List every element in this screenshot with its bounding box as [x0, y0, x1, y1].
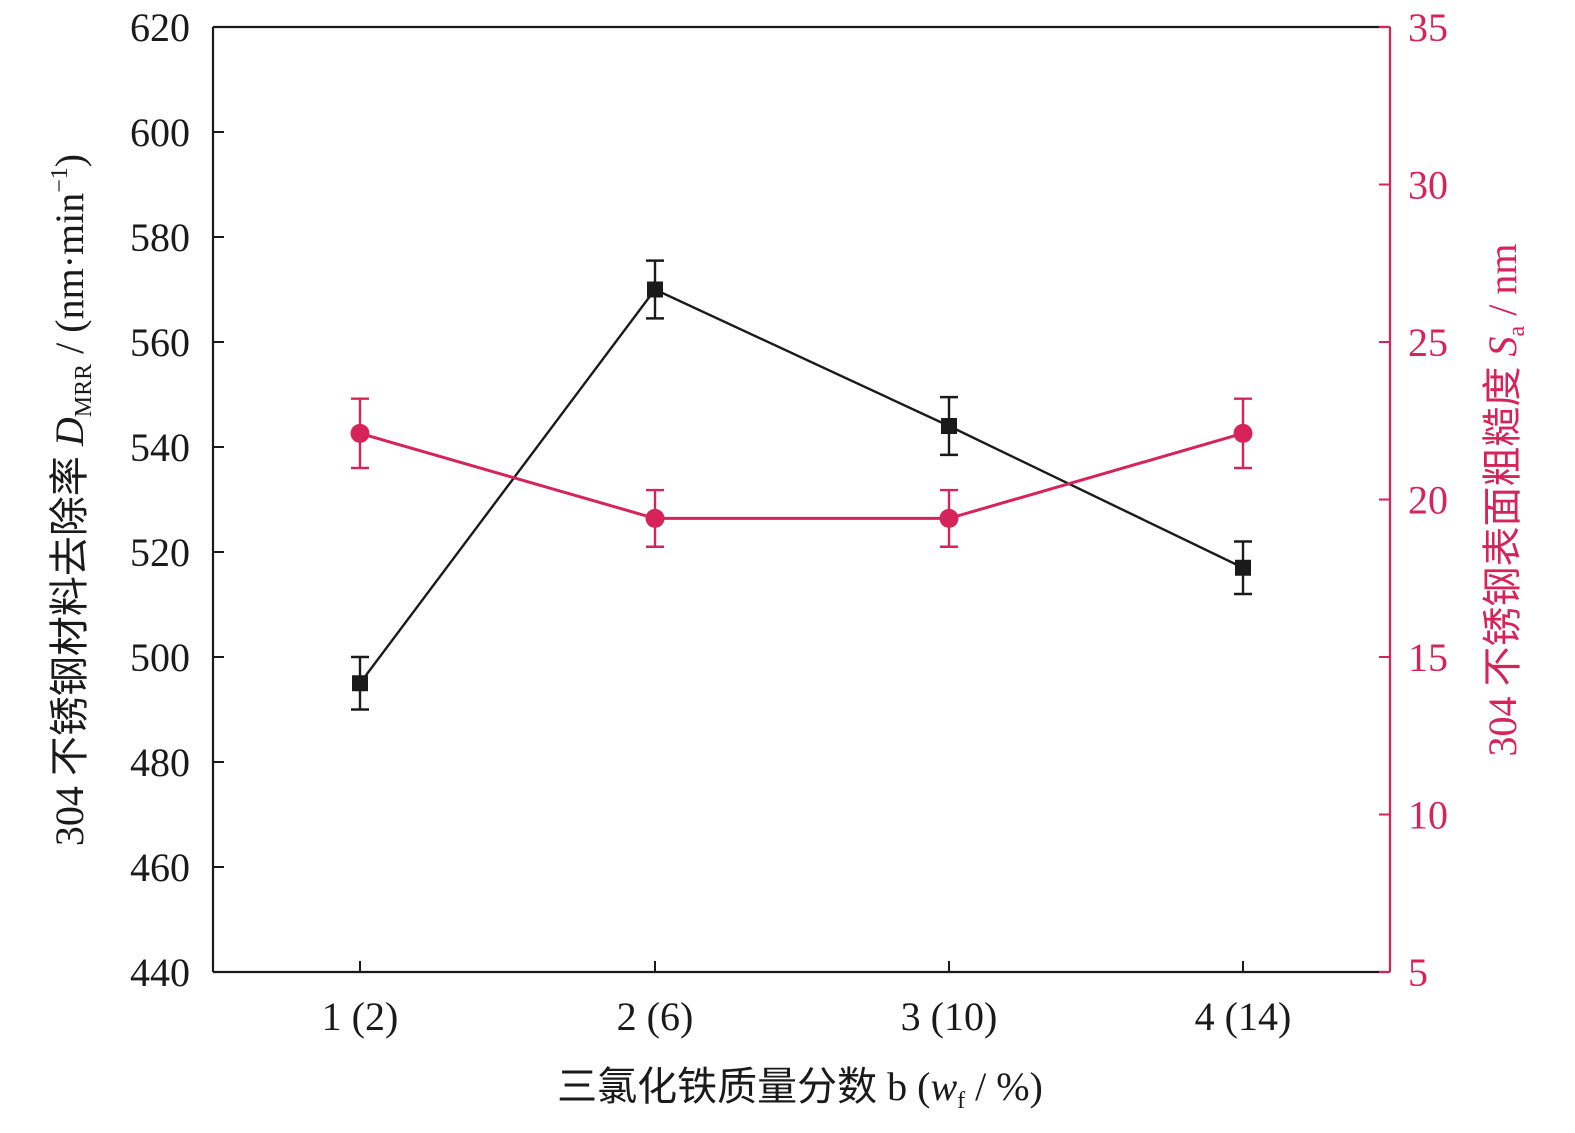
- x-axis-title: 三氯化铁质量分数 b (wf / %): [557, 1064, 1043, 1114]
- right-y-tick-label: 30: [1408, 163, 1448, 208]
- right-y-tick-label: 35: [1408, 5, 1448, 50]
- right-y-tick-label: 25: [1408, 320, 1448, 365]
- series-line: [359, 431, 1244, 520]
- right-y-tick-label: 15: [1408, 635, 1448, 680]
- left-y-tick-label: 440: [130, 950, 190, 995]
- left-y-tick-label: 520: [130, 530, 190, 575]
- left-y-tick-label: 480: [130, 740, 190, 785]
- right-y-tick-label: 5: [1408, 950, 1428, 995]
- data-point-circle: [645, 508, 665, 528]
- left-y-tick-label: 600: [130, 110, 190, 155]
- series-removal-rate: [351, 259, 1252, 711]
- right-y-axis-title: 304 不锈钢表面粗糙度 Sa / nm: [1480, 244, 1530, 757]
- x-tick-label: 2 (6): [617, 994, 694, 1039]
- right-y-tick-label: 10: [1408, 793, 1448, 838]
- left-y-axis: 440 460 480 500 520 540 560 580 600 620: [130, 5, 224, 995]
- left-y-tick-label: 460: [130, 845, 190, 890]
- data-point-square: [941, 418, 957, 434]
- plot-frame: [211, 25, 1392, 974]
- left-y-tick-label: 580: [130, 215, 190, 260]
- left-y-axis-title: 304 不锈钢材料去除率 DMRR / (nm·min−1): [47, 154, 97, 846]
- series-roughness: [350, 397, 1253, 548]
- data-point-circle: [350, 423, 370, 443]
- x-tick-label: 3 (10): [901, 994, 998, 1039]
- data-point-square: [1235, 559, 1251, 576]
- left-y-tick-label: 620: [130, 5, 190, 50]
- x-tick-label: 1 (2): [322, 994, 399, 1039]
- left-y-tick-label: 540: [130, 425, 190, 470]
- data-point-circle: [939, 508, 959, 528]
- x-axis: 1 (2) 2 (6) 3 (10) 4 (14): [322, 961, 1292, 1039]
- right-y-axis: 5 10 15 20 25 30 35: [1379, 5, 1448, 995]
- x-tick-label: 4 (14): [1195, 994, 1292, 1039]
- right-y-tick-label: 20: [1408, 478, 1448, 523]
- series-line: [359, 288, 1244, 684]
- left-y-tick-label: 560: [130, 320, 190, 365]
- data-point-square: [647, 281, 663, 298]
- series-layer: [350, 259, 1253, 711]
- data-point-square: [352, 675, 368, 692]
- left-y-tick-label: 500: [130, 635, 190, 680]
- data-point-circle: [1233, 423, 1253, 443]
